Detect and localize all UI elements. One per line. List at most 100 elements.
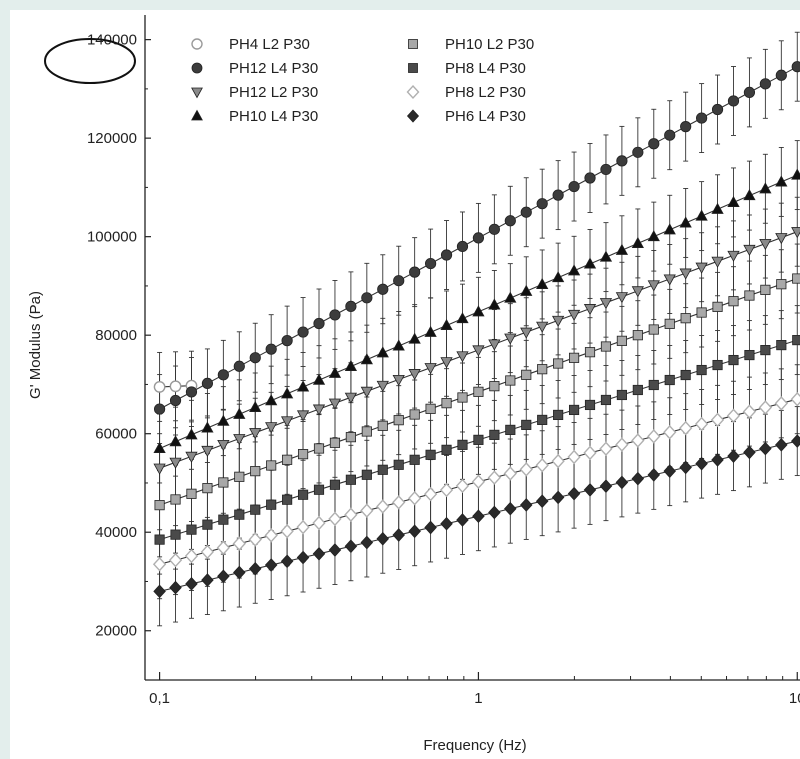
data-point <box>424 520 437 535</box>
data-point <box>153 463 166 475</box>
data-point <box>696 112 708 124</box>
data-point <box>583 304 597 316</box>
data-point <box>599 441 613 457</box>
data-point <box>567 449 581 465</box>
data-point <box>695 456 708 471</box>
data-point <box>377 464 388 475</box>
y-tick-label: 100000 <box>87 229 137 246</box>
data-point <box>504 291 517 303</box>
data-point <box>233 565 246 580</box>
data-point <box>664 129 676 141</box>
data-point <box>361 292 373 304</box>
data-point <box>200 544 215 560</box>
series-points <box>152 61 800 599</box>
data-point <box>217 569 230 584</box>
data-point <box>775 69 787 81</box>
data-point <box>424 363 437 375</box>
data-point <box>186 524 197 535</box>
data-point <box>424 325 437 337</box>
data-point <box>599 479 613 493</box>
legend-label: PH12 L4 P30 <box>229 60 318 77</box>
data-point <box>154 534 165 545</box>
data-point <box>393 275 405 287</box>
data-point <box>169 580 182 595</box>
data-point <box>521 419 532 430</box>
data-point <box>647 280 660 292</box>
data-point <box>360 535 374 550</box>
data-point <box>282 454 293 465</box>
data-point <box>439 482 454 498</box>
data-point <box>441 444 452 455</box>
data-point <box>728 354 739 366</box>
data-point <box>790 434 800 448</box>
data-point <box>456 240 469 253</box>
data-point <box>328 366 342 378</box>
data-point <box>169 457 182 469</box>
data-point <box>648 138 660 150</box>
y-tick-label: 60000 <box>95 426 137 443</box>
data-point <box>471 474 486 490</box>
data-point <box>281 335 293 347</box>
data-point <box>234 471 245 482</box>
data-point <box>201 445 214 457</box>
legend-label: PH10 L4 P30 <box>229 108 318 125</box>
data-point <box>679 460 692 475</box>
data-point <box>663 464 676 478</box>
data-point <box>648 379 659 391</box>
data-point <box>409 454 420 465</box>
data-point <box>312 404 326 416</box>
data-point <box>313 484 325 495</box>
data-point <box>265 422 278 434</box>
data-point <box>153 584 166 599</box>
legend-label: PH6 L4 P30 <box>445 108 526 125</box>
data-point <box>169 380 182 393</box>
data-point <box>312 515 326 531</box>
data-point <box>679 216 692 228</box>
data-point <box>631 433 645 448</box>
data-point <box>599 298 613 310</box>
data-point <box>376 531 390 546</box>
data-point <box>217 369 229 381</box>
data-point <box>473 434 484 445</box>
data-point <box>567 486 581 501</box>
data-point <box>185 576 198 591</box>
data-point <box>472 509 485 524</box>
data-point <box>169 435 182 447</box>
data-point <box>423 486 438 502</box>
data-point <box>472 345 485 357</box>
legend-label: PH10 L2 P30 <box>445 36 534 53</box>
data-point <box>694 416 709 432</box>
data-point <box>616 389 627 401</box>
data-point <box>696 364 707 376</box>
data-point <box>695 209 708 221</box>
data-point <box>536 277 549 290</box>
x-tick-label: 1 <box>474 690 482 707</box>
data-point <box>344 539 358 554</box>
data-point <box>742 404 757 419</box>
data-point <box>152 556 167 572</box>
data-point <box>393 415 404 426</box>
data-point <box>568 180 580 193</box>
data-point <box>648 324 659 335</box>
data-point <box>344 392 358 404</box>
data-point <box>265 343 277 355</box>
data-point <box>712 301 723 312</box>
data-point <box>696 307 707 318</box>
data-point <box>201 377 214 389</box>
data-point <box>313 317 325 330</box>
data-point <box>234 509 245 520</box>
data-point <box>632 384 643 396</box>
data-point <box>727 95 740 107</box>
data-point <box>328 511 342 527</box>
data-point <box>647 468 661 482</box>
data-point <box>202 519 213 530</box>
data-point <box>520 284 533 296</box>
data-point <box>250 504 261 515</box>
data-point <box>472 305 485 317</box>
data-point <box>488 223 500 235</box>
data-point <box>759 182 772 194</box>
data-point <box>616 155 628 167</box>
data-point <box>728 296 739 307</box>
data-point <box>775 175 788 187</box>
data-point <box>487 470 502 485</box>
